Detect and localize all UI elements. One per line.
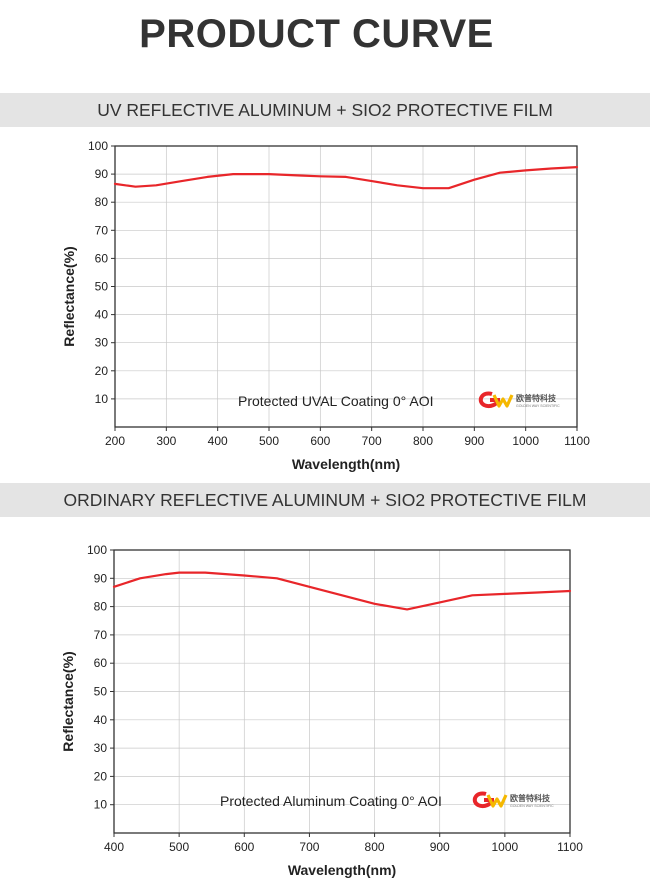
y-tick-label: 10 [95,392,109,406]
y-tick-label: 100 [88,139,108,153]
logo-w-mark [486,794,508,808]
x-tick-label: 600 [234,840,254,854]
x-tick-label: 500 [259,434,279,448]
x-axis-title: Wavelength(nm) [292,456,400,472]
reflectance-curve [112,571,572,611]
y-tick-label: 40 [94,713,108,727]
x-tick-label: 700 [362,434,382,448]
x-tick-label: 400 [104,840,124,854]
x-tick-label: 900 [464,434,484,448]
ordinary-reflectance-chart: 400 500 600 700 800 900 1000 1100 10 20 30 40 50 60 70… [60,543,583,878]
y-tick-label: 80 [94,600,108,614]
logo-english-text: GOLDEN WAY SCIENTIFIC [516,404,560,408]
y-axis-title: Reflectance(%) [61,246,77,346]
y-tick-label: 90 [94,571,108,585]
y-tick-label: 70 [94,628,108,642]
y-tick-label: 20 [95,364,109,378]
uv-reflectance-chart: 200 300 400 500 600 700 800 900 1000 1100 10 20 30 40… [61,139,590,472]
x-tick-label: 700 [299,840,319,854]
y-tick-label: 10 [94,798,108,812]
x-tick-label: 800 [413,434,433,448]
logo-chinese-text: 欧普特科技 [510,793,551,803]
x-tick-label: 200 [105,434,125,448]
y-tick-label: 70 [95,223,109,237]
x-tick-label: 500 [169,840,189,854]
logo-chinese-text: 欧普特科技 [516,393,557,403]
chart-plot: 200 300 400 500 600 700 800 900 1000 1100 10 20 30 40… [61,139,590,472]
chart-plot: 400 500 600 700 800 900 1000 1100 10 20 30 40 50 60 70… [60,543,583,878]
x-tick-label: 900 [430,840,450,854]
x-tick-label: 1100 [557,840,583,854]
x-tick-label: 1000 [492,840,519,854]
y-tick-label: 30 [95,336,109,350]
y-tick-label: 50 [94,685,108,699]
y-tick-label: 60 [94,656,108,670]
page-title: PRODUCT CURVE [139,12,494,56]
y-tick-label: 80 [95,195,109,209]
x-axis-title: Wavelength(nm) [288,862,396,878]
x-tick-label: 400 [208,434,228,448]
x-tick-label: 600 [310,434,330,448]
x-tick-label: 1000 [512,434,539,448]
y-tick-label: 90 [95,167,109,181]
x-tick-label: 300 [156,434,176,448]
y-axis-title: Reflectance(%) [60,651,76,751]
y-tick-label: 30 [94,741,108,755]
y-tick-label: 20 [94,769,108,783]
reflectance-curve [113,165,579,190]
section-heading-uv: UV REFLECTIVE ALUMINUM + SIO2 PROTECTIVE… [0,93,650,127]
y-tick-label: 100 [87,543,107,557]
section-heading-ordinary: ORDINARY REFLECTIVE ALUMINUM + SIO2 PROT… [0,483,650,517]
y-tick-label: 40 [95,308,109,322]
x-tick-label: 800 [365,840,385,854]
x-tick-label: 1100 [564,434,590,448]
coating-annotation: Protected Aluminum Coating 0° AOI [220,793,442,809]
logo-w-mark [492,394,514,408]
coating-annotation: Protected UVAL Coating 0° AOI [238,393,433,409]
y-tick-label: 60 [95,251,109,265]
logo-english-text: GOLDEN WAY SCIENTIFIC [510,804,554,808]
y-tick-label: 50 [95,280,109,294]
